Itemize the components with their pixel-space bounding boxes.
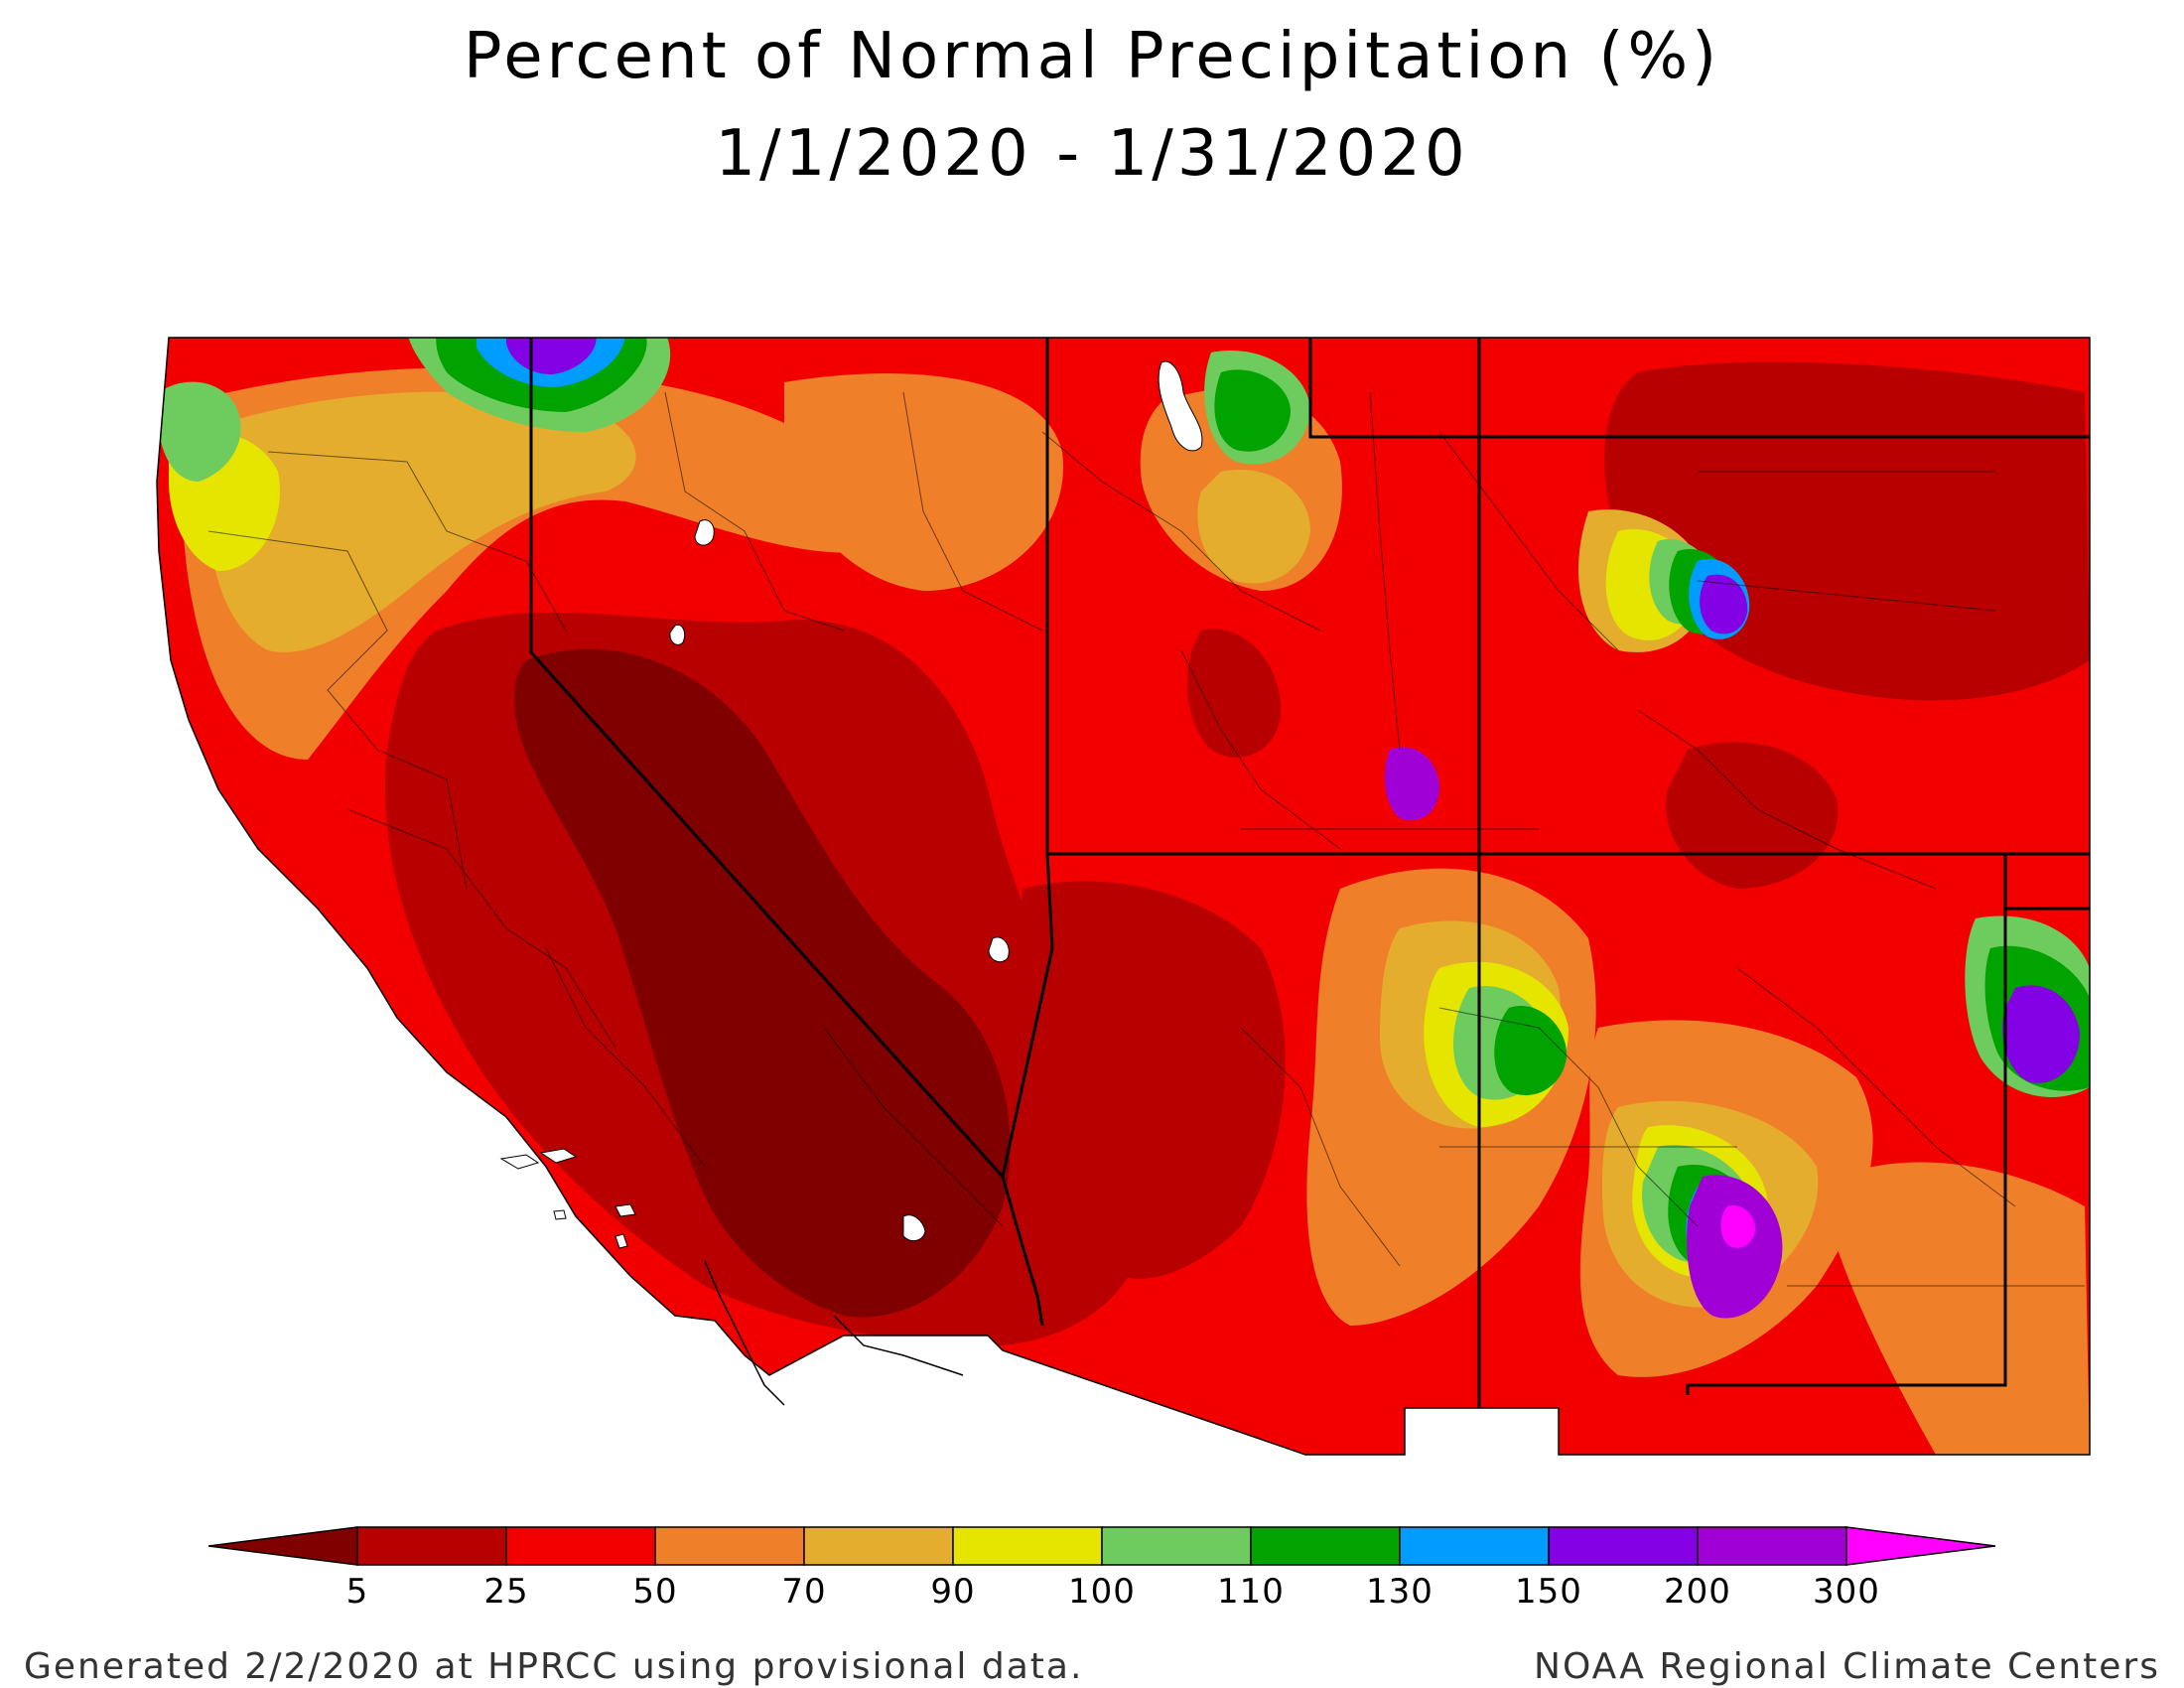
legend-label: 110	[1217, 1572, 1285, 1612]
legend-label: 25	[483, 1572, 529, 1612]
zone-over-300	[1720, 1205, 1756, 1248]
legend-label: 100	[1068, 1572, 1136, 1612]
mexico-coastline	[704, 1260, 964, 1406]
legend-label: 70	[781, 1572, 827, 1612]
zone-under-5	[514, 648, 1011, 1318]
state-boundaries	[529, 338, 2090, 1455]
legend-swatch-50-70	[654, 1526, 805, 1566]
legend-swatch-110-130	[1250, 1526, 1401, 1566]
legend-label: 130	[1366, 1572, 1433, 1612]
map-date-range: 1/1/2020 - 1/31/2020	[715, 117, 1469, 191]
map-title: Percent of Normal Precipitation (%)	[463, 20, 1721, 93]
legend-swatch-70-90	[803, 1526, 954, 1566]
legend-label: 90	[930, 1572, 976, 1612]
legend-swatch-90-100	[952, 1526, 1103, 1566]
water-bodies	[669, 360, 1203, 1242]
legend-swatch-200-300	[1697, 1526, 1847, 1566]
legend-swatch-<5	[207, 1526, 358, 1566]
color-legend	[207, 1519, 1996, 1638]
legend-label: 300	[1813, 1572, 1880, 1612]
legend-label: 50	[632, 1572, 678, 1612]
coastline-outline	[156, 337, 2091, 1456]
generated-note: Generated 2/2/2020 at HPRCC using provis…	[24, 1646, 1084, 1687]
county-lines	[207, 391, 2085, 1287]
legend-swatch-130-150	[1399, 1526, 1550, 1566]
channel-islands	[499, 1148, 636, 1249]
legend-label: 150	[1515, 1572, 1582, 1612]
precipitation-field	[157, 338, 2090, 1455]
source-credit: NOAA Regional Climate Centers	[1534, 1646, 2160, 1687]
legend-label: 5	[345, 1572, 369, 1612]
legend-swatch-25-50	[505, 1526, 656, 1566]
legend-swatch-150-200	[1548, 1526, 1699, 1566]
legend-swatch-100-110	[1101, 1526, 1252, 1566]
zone-150-200	[506, 338, 2080, 1083]
legend-swatch-5-25	[356, 1526, 507, 1566]
legend-label: 200	[1664, 1572, 1731, 1612]
legend-swatch->300	[1845, 1526, 1996, 1566]
precipitation-map	[149, 333, 2100, 1460]
